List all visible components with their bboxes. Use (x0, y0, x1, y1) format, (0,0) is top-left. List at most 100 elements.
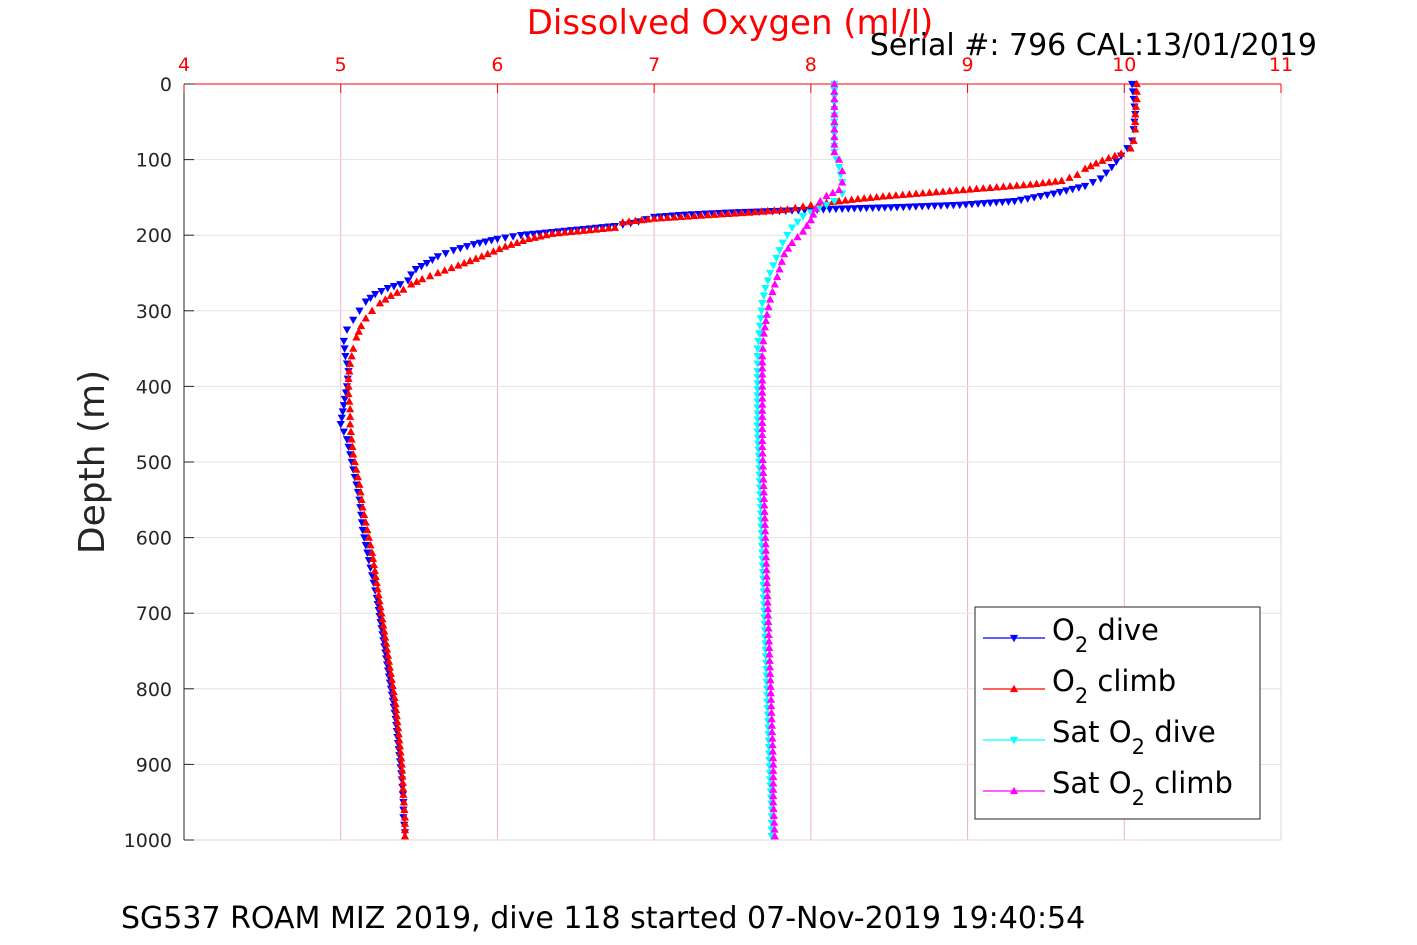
data-point (670, 213, 679, 221)
data-point (992, 199, 1001, 207)
data-point (986, 199, 995, 208)
data-point (838, 205, 847, 213)
data-point (389, 283, 399, 291)
data-point (1068, 185, 1077, 194)
data-point (375, 299, 385, 307)
data-point (382, 645, 392, 653)
data-point (830, 87, 839, 95)
data-point (471, 254, 480, 262)
data-point (548, 229, 557, 237)
data-point (1073, 170, 1082, 178)
data-point (793, 232, 802, 241)
data-point (367, 306, 377, 314)
data-point (391, 699, 400, 708)
data-point (447, 263, 456, 272)
data-point (958, 185, 968, 194)
data-point (344, 389, 353, 398)
data-point (874, 204, 883, 212)
data-point (407, 280, 416, 288)
data-point (1010, 198, 1019, 206)
data-point (381, 633, 390, 641)
data-point (755, 330, 764, 338)
data-point (809, 210, 818, 218)
data-point (425, 271, 435, 280)
data-point (460, 258, 469, 267)
data-point (361, 541, 370, 550)
data-point (346, 412, 355, 420)
data-point (955, 201, 964, 210)
data-point (1062, 187, 1071, 195)
legend-box (974, 606, 1261, 820)
data-point (367, 548, 377, 556)
data-point (361, 298, 370, 306)
data-point (384, 657, 394, 665)
data-point (683, 212, 692, 220)
data-point (831, 205, 841, 214)
data-point (972, 184, 981, 193)
data-point (375, 596, 384, 605)
data-point (1110, 151, 1119, 159)
data-point (770, 206, 779, 214)
data-point (650, 214, 659, 222)
data-point (1107, 163, 1116, 172)
data-point (1074, 184, 1083, 192)
data-point (880, 204, 889, 212)
data-point (529, 230, 538, 239)
data-point (759, 329, 768, 337)
y-tick-label: 500 (136, 452, 172, 474)
data-point (371, 572, 380, 581)
data-point (918, 203, 927, 211)
data-point (945, 186, 954, 195)
data-point (769, 804, 778, 813)
data-point (1132, 94, 1141, 103)
data-point (949, 202, 958, 210)
data-point (898, 190, 907, 198)
data-point (744, 208, 753, 216)
data-point (793, 218, 802, 227)
data-point (449, 247, 458, 255)
data-point (377, 287, 386, 296)
data-point (930, 202, 939, 211)
y-tick-label: 0 (160, 74, 172, 96)
data-point (487, 237, 496, 245)
data-point (400, 805, 409, 813)
data-point (830, 132, 839, 141)
data-point (911, 189, 921, 197)
data-point (353, 472, 363, 481)
data-point (943, 202, 952, 210)
series-group (336, 79, 1141, 841)
data-point (579, 226, 588, 234)
data-point (475, 239, 484, 248)
data-point (847, 195, 856, 203)
data-point (355, 480, 364, 488)
data-point (1006, 181, 1015, 190)
data-point (999, 182, 1008, 190)
data-point (754, 337, 763, 346)
data-point (356, 488, 365, 496)
data-point (523, 231, 532, 239)
data-point (961, 201, 970, 209)
data-point (412, 277, 421, 285)
x-tick-label: 6 (491, 54, 503, 76)
data-point (1086, 161, 1095, 170)
data-point (885, 191, 894, 200)
data-point (710, 210, 719, 218)
legend-label-pre: Sat O (1052, 766, 1132, 800)
data-point (784, 244, 793, 252)
data-point (717, 210, 726, 218)
data-point (604, 224, 613, 232)
data-point (830, 79, 839, 88)
data-point (973, 200, 983, 208)
series-1 (344, 79, 1141, 840)
data-point (798, 227, 808, 235)
data-point (344, 374, 353, 383)
data-point (757, 307, 766, 316)
data-point (339, 428, 348, 436)
legend-label-sub: 2 (1075, 633, 1088, 657)
data-point (350, 457, 359, 466)
x-tick-label: 8 (805, 54, 817, 76)
data-point (1043, 191, 1052, 200)
data-point (979, 184, 988, 192)
data-point (392, 705, 401, 714)
